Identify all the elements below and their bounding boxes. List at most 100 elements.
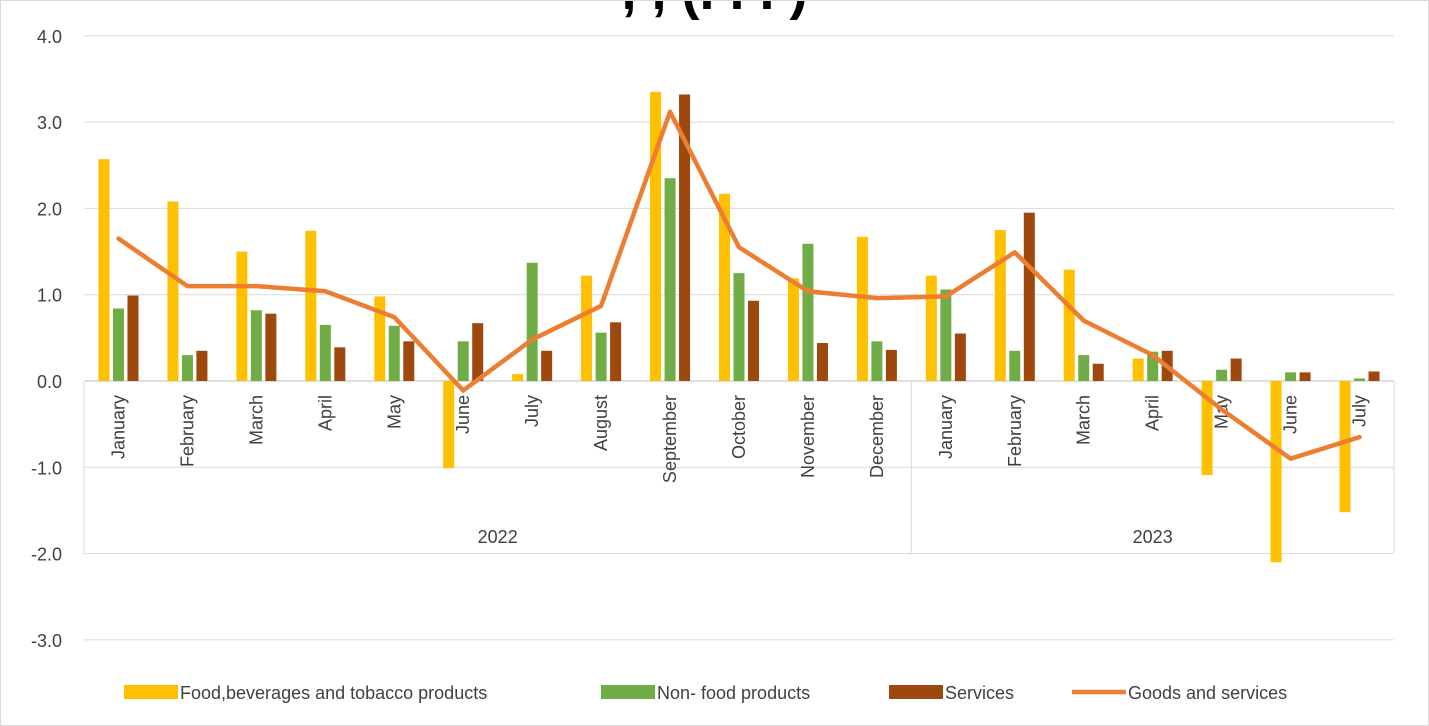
bar — [581, 275, 593, 381]
x-category-label: June — [1281, 395, 1301, 434]
x-category-label: March — [246, 395, 266, 445]
x-category-label: July — [522, 395, 542, 427]
bar — [374, 296, 386, 381]
bar — [98, 159, 110, 381]
legend: Food,beverages and tobacco products Non- … — [124, 683, 1287, 703]
bar — [650, 91, 662, 382]
bar — [1201, 381, 1213, 476]
x-category-label: May — [384, 395, 404, 429]
legend-label: Non- food products — [657, 683, 810, 703]
bar — [1230, 358, 1242, 381]
bar — [1216, 369, 1228, 381]
bar — [856, 236, 868, 381]
bar — [1147, 351, 1159, 381]
bar — [1339, 381, 1351, 513]
bar — [305, 230, 317, 381]
line-series-path — [116, 109, 1362, 461]
bar — [127, 295, 139, 381]
bar — [1299, 372, 1311, 381]
bar — [167, 201, 179, 381]
legend-swatch — [601, 685, 655, 699]
bar — [334, 347, 346, 381]
bar — [1063, 269, 1075, 381]
bar — [940, 289, 952, 381]
bar — [472, 323, 484, 381]
y-tick-label: 3.0 — [37, 113, 62, 133]
y-tick-labels: 4.0 3.0 2.0 1.0 0.0 -1.0 -2.0 -3.0 — [31, 27, 62, 651]
bar — [1078, 355, 1090, 381]
y-tick-label: -2.0 — [31, 545, 62, 565]
bar — [1009, 350, 1021, 381]
bar — [871, 341, 883, 381]
bar — [1285, 372, 1297, 381]
bar — [1368, 371, 1380, 381]
bar — [719, 193, 730, 381]
x-group-label: 2022 — [478, 527, 518, 547]
bar — [816, 343, 828, 381]
bar — [250, 310, 262, 381]
legend-swatch — [889, 685, 943, 699]
x-category-label: November — [798, 395, 818, 478]
bar — [802, 243, 814, 381]
bar — [443, 381, 455, 469]
legend-swatch — [124, 685, 178, 699]
legend-label: Goods and services — [1128, 683, 1287, 703]
legend-label: Food,beverages and tobacco products — [180, 683, 487, 703]
bar — [1092, 363, 1104, 381]
bar — [196, 350, 208, 381]
bar — [733, 273, 745, 381]
x-category-label: August — [591, 395, 611, 451]
bar — [388, 325, 400, 381]
y-tick-label: 2.0 — [37, 199, 62, 219]
x-category-label: March — [1074, 395, 1094, 445]
y-tick-label: 0.0 — [37, 372, 62, 392]
bar — [526, 262, 538, 381]
bar — [885, 349, 897, 381]
x-category-label: April — [315, 395, 335, 431]
bar — [236, 251, 248, 381]
x-year-groups: 2022 2023 — [83, 381, 1395, 553]
bar — [679, 94, 691, 381]
x-category-label: April — [1143, 395, 1163, 431]
bar — [457, 341, 469, 381]
bar — [664, 178, 676, 381]
bar — [319, 324, 331, 381]
chart-title: , , (. . . ) — [0, 0, 1429, 22]
x-category-label: October — [729, 395, 749, 459]
bar — [787, 278, 799, 381]
x-category-label: February — [1005, 395, 1025, 467]
x-category-label: July — [1350, 395, 1370, 427]
x-category-label: September — [660, 395, 680, 483]
bar — [1354, 378, 1366, 381]
bar — [403, 341, 415, 381]
bar — [112, 308, 124, 381]
bars — [98, 91, 1380, 563]
legend-label: Services — [945, 683, 1014, 703]
x-group-label: 2023 — [1133, 527, 1173, 547]
line-series — [116, 109, 1362, 461]
bar — [1270, 381, 1282, 563]
y-tick-label: 4.0 — [37, 27, 62, 47]
y-tick-label: -3.0 — [31, 631, 62, 651]
x-category-label: June — [453, 395, 473, 434]
bar — [1023, 212, 1035, 381]
bar — [181, 355, 193, 381]
x-category-label: February — [177, 395, 197, 467]
bar — [1132, 358, 1144, 381]
bar — [541, 350, 553, 381]
x-category-labels: January February March April May June July Augu… — [108, 395, 1369, 483]
y-tick-label: 1.0 — [37, 286, 62, 306]
bar — [954, 333, 966, 381]
bar — [595, 332, 607, 381]
y-tick-label: -1.0 — [31, 458, 62, 478]
bar — [994, 229, 1006, 381]
bar — [512, 374, 524, 381]
bar — [265, 313, 277, 381]
bar — [610, 322, 622, 381]
bar — [748, 300, 759, 381]
x-category-label: January — [108, 395, 128, 459]
x-category-label: January — [936, 395, 956, 459]
bar — [925, 275, 937, 381]
